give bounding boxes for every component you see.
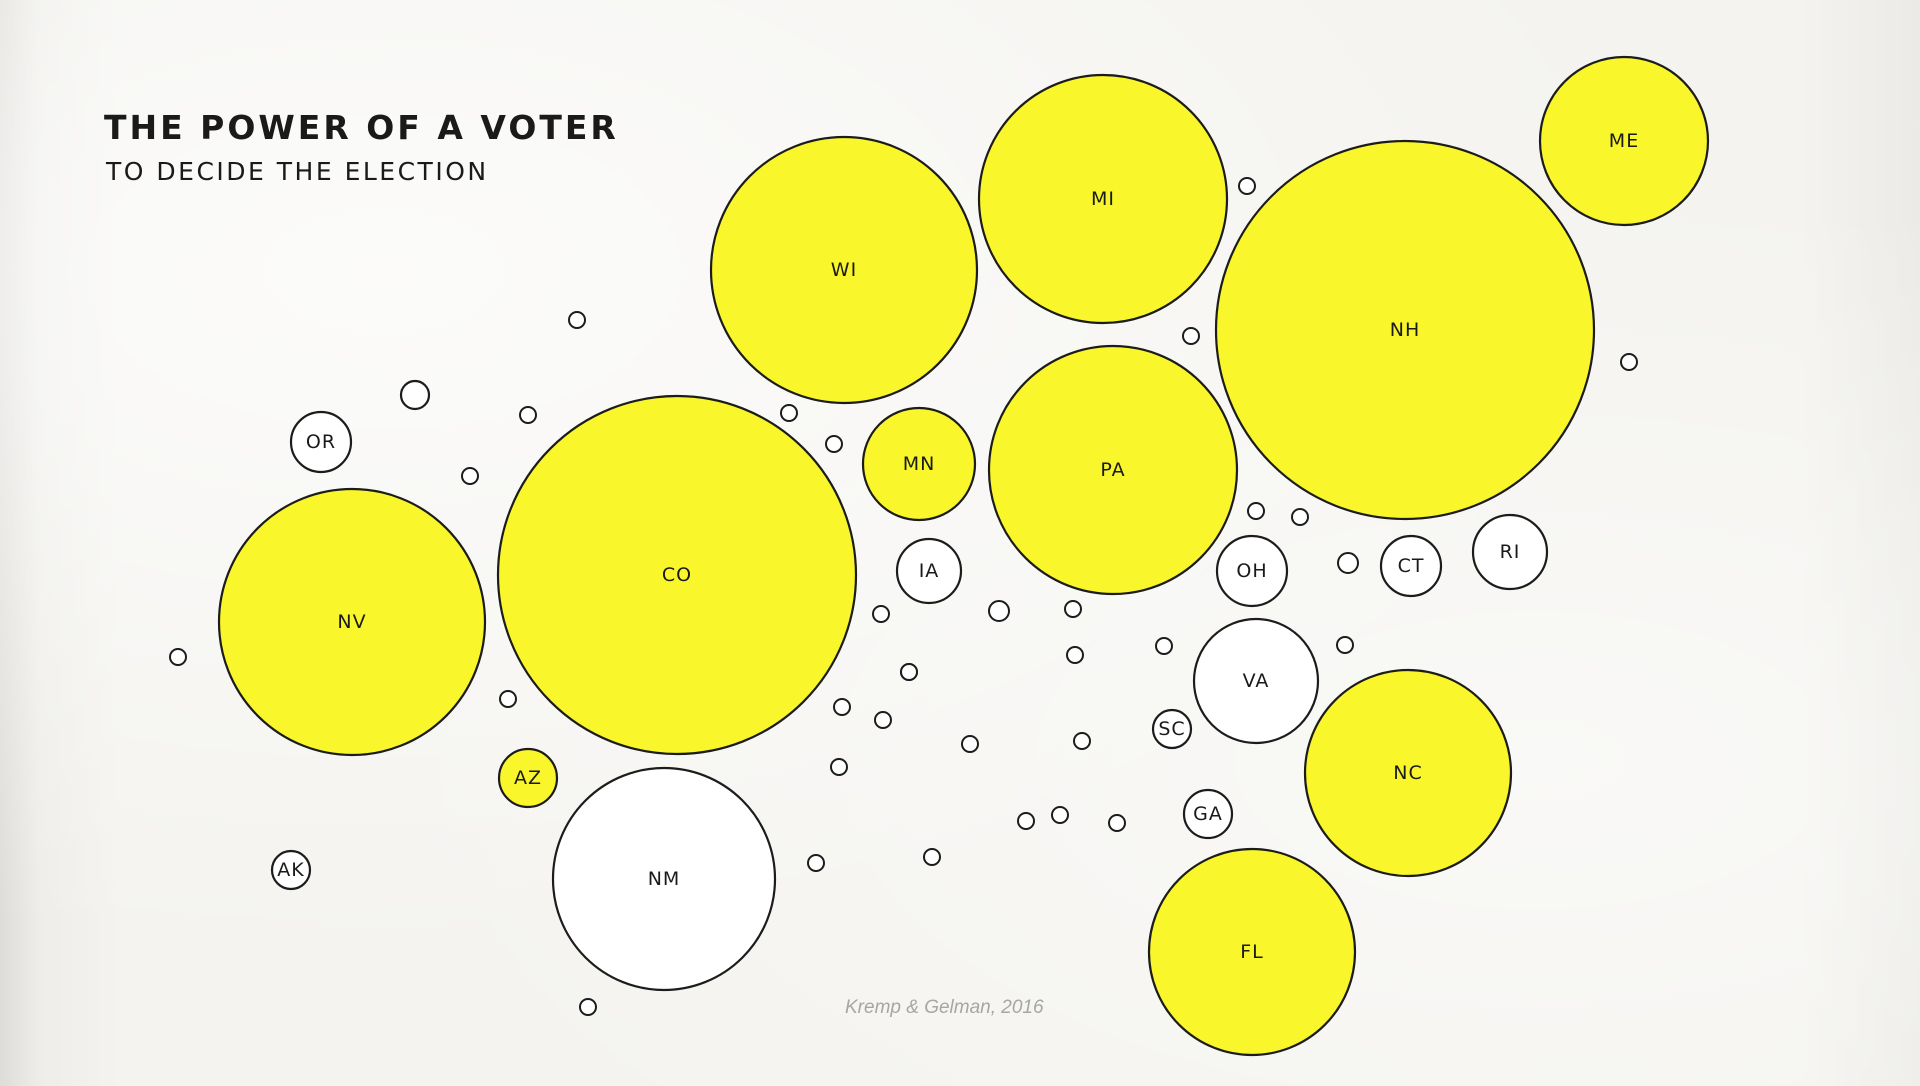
bubble-label-ri: RI	[1500, 541, 1521, 563]
unlabeled-bubble	[461, 467, 479, 485]
bubble-va	[1192, 617, 1320, 745]
bubble-ia	[895, 537, 963, 605]
bubble-label-co: CO	[662, 564, 692, 586]
bubble-label-mn: MN	[903, 453, 936, 475]
unlabeled-bubble	[579, 998, 597, 1016]
unlabeled-bubble	[1291, 508, 1309, 526]
unlabeled-bubble	[874, 711, 892, 729]
source-credit: Kremp & Gelman, 2016	[845, 997, 1044, 1018]
unlabeled-bubble	[1051, 806, 1069, 824]
bubble-label-pa: PA	[1100, 459, 1125, 481]
unlabeled-bubble	[872, 605, 890, 623]
unlabeled-bubble	[1066, 646, 1084, 664]
bubble-nv	[217, 487, 487, 757]
bubble-co	[496, 394, 858, 756]
unlabeled-bubble	[1247, 502, 1265, 520]
unlabeled-bubble	[1155, 637, 1173, 655]
bubble-ga	[1182, 788, 1234, 840]
bubble-me	[1538, 55, 1710, 227]
bubble-ak	[270, 849, 312, 891]
unlabeled-bubble	[900, 663, 918, 681]
bubble-label-nh: NH	[1390, 319, 1421, 341]
unlabeled-bubble	[988, 600, 1010, 622]
unlabeled-bubble	[923, 848, 941, 866]
unlabeled-bubble	[833, 698, 851, 716]
bubble-az	[497, 747, 559, 809]
unlabeled-bubble	[499, 690, 517, 708]
bubble-label-fl: FL	[1240, 941, 1264, 963]
bubble-label-ak: AK	[277, 859, 304, 881]
bubble-label-ct: CT	[1398, 555, 1425, 577]
unlabeled-bubble	[807, 854, 825, 872]
bubble-pa	[987, 344, 1239, 596]
unlabeled-bubble	[1064, 600, 1082, 618]
unlabeled-bubble	[780, 404, 798, 422]
unlabeled-bubble	[1073, 732, 1091, 750]
bubble-label-mi: MI	[1091, 188, 1115, 210]
unlabeled-bubble	[830, 758, 848, 776]
unlabeled-bubble	[1336, 636, 1354, 654]
bubble-label-nc: NC	[1393, 762, 1422, 784]
chart-title: THE POWER OF A VOTER	[104, 108, 619, 147]
bubble-oh	[1215, 534, 1289, 608]
bubble-ri	[1471, 513, 1549, 591]
bubble-label-ia: IA	[919, 560, 940, 582]
bubble-label-ga: GA	[1193, 803, 1223, 825]
unlabeled-bubble	[1108, 814, 1126, 832]
bubble-label-nm: NM	[648, 868, 681, 890]
bubble-label-oh: OH	[1236, 560, 1267, 582]
unlabeled-bubble	[1337, 552, 1359, 574]
bubble-ct	[1379, 534, 1443, 598]
bubble-sc	[1151, 708, 1193, 750]
bubble-label-wi: WI	[831, 259, 857, 281]
unlabeled-bubble	[399, 379, 431, 411]
bubble-mi	[977, 73, 1229, 325]
unlabeled-bubble	[1182, 327, 1200, 345]
unlabeled-bubble	[1017, 812, 1035, 830]
unlabeled-bubble	[1238, 177, 1256, 195]
bubble-mn	[861, 406, 977, 522]
chart-subtitle: TO DECIDE THE ELECTION	[106, 157, 489, 186]
unlabeled-bubble	[825, 435, 843, 453]
bubble-or	[289, 410, 353, 474]
bubble-label-or: OR	[306, 431, 336, 453]
bubble-nc	[1303, 668, 1513, 878]
bubble-label-va: VA	[1243, 670, 1270, 692]
bubble-wi	[709, 135, 979, 405]
title-block: THE POWER OF A VOTER TO DECIDE THE ELECT…	[104, 108, 619, 186]
unlabeled-bubble	[961, 735, 979, 753]
bubble-label-az: AZ	[514, 767, 542, 789]
unlabeled-bubble	[169, 648, 187, 666]
bubble-label-nv: NV	[337, 611, 366, 633]
bubble-label-sc: SC	[1158, 718, 1185, 740]
bubble-nm	[551, 766, 777, 992]
unlabeled-bubble	[1620, 353, 1638, 371]
unlabeled-bubble	[568, 311, 586, 329]
bubble-label-me: ME	[1609, 130, 1639, 152]
unlabeled-bubble	[519, 406, 537, 424]
bubble-nh	[1214, 139, 1596, 521]
bubble-fl	[1147, 847, 1357, 1057]
